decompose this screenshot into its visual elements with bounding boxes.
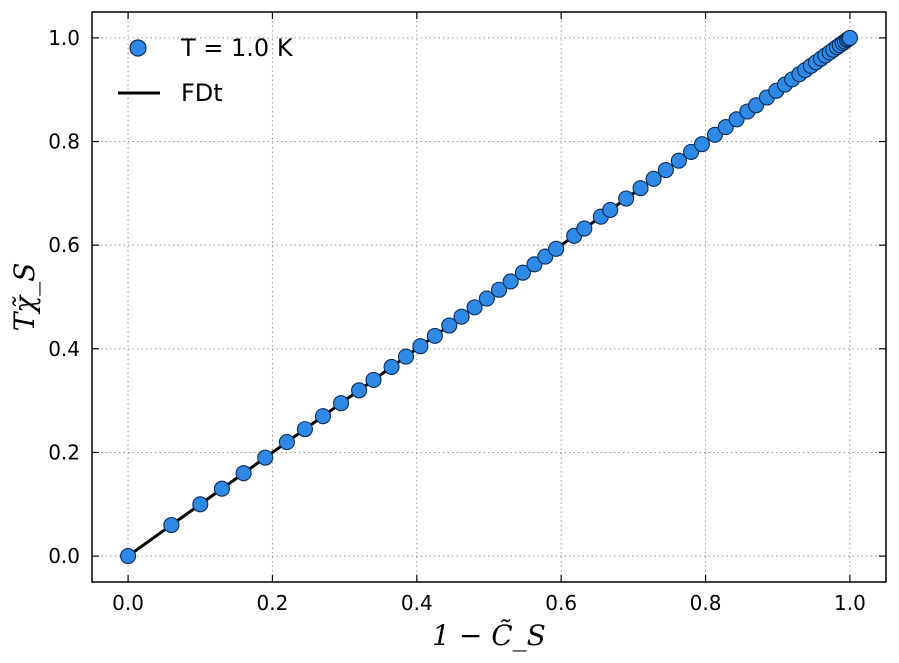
x-tick-label: 0.6 — [545, 591, 577, 615]
data-point — [383, 358, 400, 376]
legend-marker-scatter — [129, 39, 147, 57]
data-point — [365, 371, 382, 388]
data-point — [453, 308, 470, 325]
data-point — [397, 348, 415, 365]
x-tick-label: 0.2 — [257, 591, 289, 615]
plot-frame — [91, 11, 887, 583]
data-point — [706, 126, 723, 143]
data-point — [657, 161, 674, 179]
data-point — [296, 421, 313, 438]
data-point — [163, 516, 180, 534]
data-point — [618, 190, 635, 207]
y-tick-label: 0.6 — [48, 233, 80, 257]
data-point — [632, 180, 649, 197]
data-point — [332, 395, 350, 412]
data-point — [426, 327, 443, 344]
tick-labels: 0.0 0.2 0.4 0.6 0.8 1.0 0.0 0.2 0.4 0.6 0.8 1.0 — [48, 26, 866, 615]
data-point — [441, 317, 458, 334]
data-point — [514, 264, 531, 281]
data-point — [213, 480, 230, 497]
data-point — [257, 449, 274, 466]
data-point — [235, 465, 252, 482]
data-point — [466, 299, 483, 316]
data-point — [120, 548, 137, 565]
data-point — [748, 97, 765, 114]
data-point — [683, 143, 700, 160]
legend: T = 1.0 K FDt — [118, 34, 294, 107]
x-tick-label: 1.0 — [834, 591, 866, 615]
data-point — [351, 382, 368, 399]
data-point — [314, 408, 332, 425]
data-point — [717, 118, 734, 136]
data-point — [412, 338, 429, 355]
y-tick-label: 0.8 — [48, 130, 80, 154]
data-point — [278, 434, 295, 451]
ticks — [92, 12, 886, 582]
y-tick-label: 0.0 — [48, 544, 80, 568]
y-tick-label: 0.2 — [48, 440, 80, 464]
data-point — [478, 290, 495, 307]
x-tick-label: 0.8 — [690, 591, 722, 615]
y-axis-label: Tχ̃_S — [8, 263, 41, 332]
x-tick-label: 0.4 — [401, 591, 433, 615]
grid — [92, 12, 886, 582]
legend-label-scatter: T = 1.0 K — [180, 34, 294, 62]
data-point — [537, 248, 554, 265]
data-point — [670, 152, 687, 169]
scatter-series-layer — [120, 29, 858, 565]
data-point — [728, 111, 745, 128]
data-point — [548, 240, 565, 257]
data-point — [645, 170, 662, 187]
y-tick-label: 0.4 — [48, 337, 80, 361]
data-point — [192, 496, 209, 513]
x-tick-label: 0.0 — [112, 591, 144, 615]
data-point — [526, 256, 543, 273]
data-point — [602, 201, 619, 218]
data-point — [576, 220, 593, 237]
data-point — [841, 29, 858, 46]
y-tick-label: 1.0 — [48, 26, 80, 50]
data-point — [491, 281, 508, 298]
legend-label-line: FDt — [181, 79, 223, 107]
x-axis-label: 1 − C̃_S — [432, 619, 546, 652]
data-point — [502, 273, 519, 290]
data-point — [693, 136, 710, 153]
